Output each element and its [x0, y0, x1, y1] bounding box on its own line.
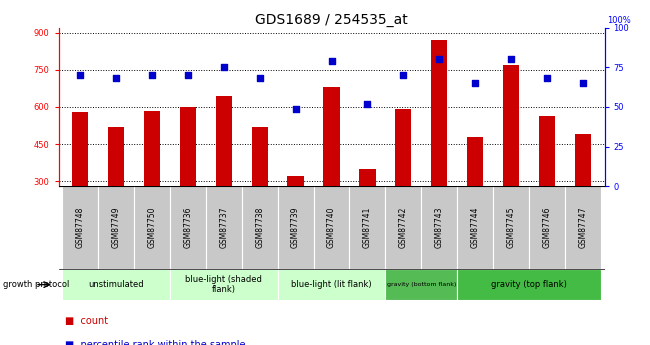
Bar [278, 186, 313, 269]
Point [254, 76, 265, 81]
Text: GSM87738: GSM87738 [255, 207, 264, 248]
Point [183, 72, 193, 78]
Bar [457, 186, 493, 269]
Text: GSM87742: GSM87742 [399, 207, 408, 248]
Bar [62, 269, 170, 300]
Point [291, 106, 301, 111]
Bar [287, 176, 304, 256]
Text: GSM87740: GSM87740 [327, 207, 336, 248]
Bar [385, 186, 421, 269]
Bar [324, 87, 339, 256]
Bar [431, 40, 447, 256]
Text: GSM87749: GSM87749 [111, 207, 120, 248]
Title: GDS1689 / 254535_at: GDS1689 / 254535_at [255, 12, 408, 27]
Bar [565, 186, 601, 269]
Bar [539, 116, 555, 256]
Bar [350, 186, 385, 269]
Bar [421, 186, 457, 269]
Text: GSM87741: GSM87741 [363, 207, 372, 248]
Point [326, 58, 337, 64]
Text: GSM87737: GSM87737 [219, 207, 228, 248]
Text: GSM87745: GSM87745 [506, 207, 515, 248]
Point [218, 65, 229, 70]
Bar [385, 269, 457, 300]
Text: gravity (bottom flank): gravity (bottom flank) [387, 282, 456, 287]
Text: GSM87744: GSM87744 [471, 207, 480, 248]
Point [506, 57, 516, 62]
Point [111, 76, 121, 81]
Bar [98, 186, 134, 269]
Bar [252, 127, 268, 256]
Bar [359, 169, 376, 256]
Text: ■  count: ■ count [65, 316, 108, 326]
Bar [134, 186, 170, 269]
Point [470, 80, 480, 86]
Bar [575, 134, 591, 256]
Point [578, 80, 588, 86]
Bar [170, 186, 206, 269]
Text: GSM87746: GSM87746 [543, 207, 552, 248]
Bar [395, 109, 411, 256]
Bar [313, 186, 350, 269]
Text: ■  percentile rank within the sample: ■ percentile rank within the sample [65, 340, 246, 345]
Text: GSM87739: GSM87739 [291, 207, 300, 248]
Bar [467, 137, 483, 256]
Bar [206, 186, 242, 269]
Point [434, 57, 445, 62]
Bar [216, 96, 232, 256]
Bar [457, 269, 601, 300]
Text: unstimulated: unstimulated [88, 280, 144, 289]
Bar [529, 186, 565, 269]
Point [398, 72, 409, 78]
Bar [493, 186, 529, 269]
Bar [72, 112, 88, 256]
Text: blue-light (lit flank): blue-light (lit flank) [291, 280, 372, 289]
Text: GSM87747: GSM87747 [578, 207, 588, 248]
Bar [144, 111, 160, 256]
Text: GSM87748: GSM87748 [75, 207, 84, 248]
Text: gravity (top flank): gravity (top flank) [491, 280, 567, 289]
Point [542, 76, 552, 81]
Bar [503, 65, 519, 256]
Text: GSM87743: GSM87743 [435, 207, 444, 248]
Point [75, 72, 85, 78]
Bar [62, 186, 98, 269]
Text: 100%: 100% [607, 16, 631, 25]
Point [362, 101, 372, 107]
Bar [108, 127, 124, 256]
Point [147, 72, 157, 78]
Text: blue-light (shaded
flank): blue-light (shaded flank) [185, 275, 262, 294]
Bar [180, 107, 196, 256]
Bar [170, 269, 278, 300]
Text: GSM87750: GSM87750 [148, 207, 157, 248]
Text: GSM87736: GSM87736 [183, 207, 192, 248]
Bar [242, 186, 278, 269]
Text: growth protocol: growth protocol [3, 280, 70, 289]
Bar [278, 269, 385, 300]
